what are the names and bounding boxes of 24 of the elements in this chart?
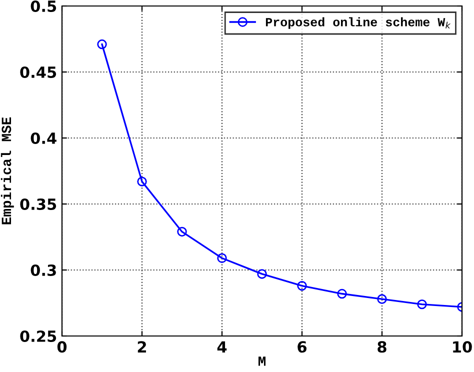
- x-tick-label: 2: [138, 341, 146, 352]
- point: [257, 269, 267, 279]
- legend-label: Proposed online scheme W$_{k}$: [266, 17, 451, 29]
- y-tick-label: 0.25: [20, 330, 56, 342]
- point: [177, 226, 187, 237]
- point: [217, 253, 227, 263]
- y-tick-label: 0.35: [20, 198, 56, 210]
- point: [377, 294, 387, 304]
- x-axis-title: M: [258, 356, 266, 366]
- point: [417, 299, 427, 310]
- point: [337, 288, 347, 299]
- y-tick-label: 0.4: [30, 132, 56, 144]
- x-tick-label: 6: [298, 341, 306, 353]
- y-tick-label: 0.5: [30, 0, 56, 12]
- y-tick-label: 0.3: [30, 264, 56, 276]
- x-tick-label: 4: [217, 341, 227, 352]
- point: [297, 280, 307, 291]
- x-tick-label: 8: [378, 341, 386, 353]
- x-tick-label: 10: [453, 341, 472, 353]
- point: [97, 39, 107, 50]
- y-tick-label: 0.45: [20, 66, 56, 78]
- y-axis-title: Empirical MSE: [0, 117, 14, 224]
- x-tick-label: 0: [57, 341, 67, 353]
- point: [137, 176, 147, 186]
